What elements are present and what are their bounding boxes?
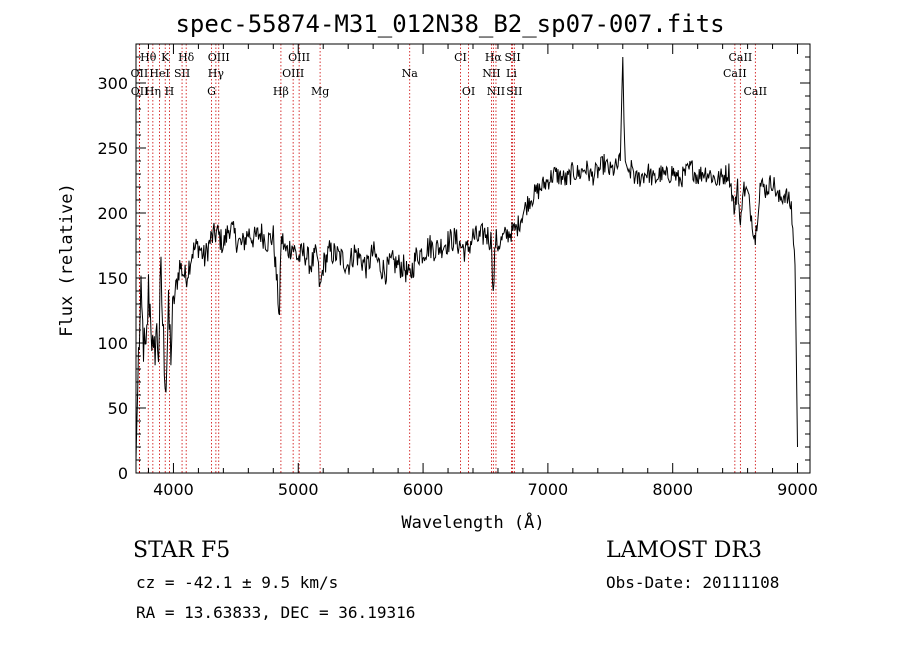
line-label-12: Hγ xyxy=(208,67,225,80)
axis-ticks: 4000 5000 6000 7000 8000 9000 0 50 100 150 200 250 3… xyxy=(97,44,818,499)
y-tick-label-200: 200 xyxy=(97,204,128,223)
line-label-11: SII xyxy=(174,67,190,80)
line-label-9: OII xyxy=(131,67,149,80)
y-tick-label-100: 100 xyxy=(97,334,128,353)
x-tick-label-8000: 8000 xyxy=(652,480,693,499)
x-tick-label-5000: 5000 xyxy=(278,480,319,499)
line-label-6: Hα xyxy=(485,51,503,64)
plot-frame xyxy=(135,43,811,474)
line-label-5: CI xyxy=(454,51,467,64)
line-label-13: OIII xyxy=(282,67,304,80)
x-tick-label-7000: 7000 xyxy=(528,480,569,499)
spectrum-line xyxy=(135,56,798,461)
line-label-22: Hβ xyxy=(273,85,289,98)
line-label-23: Mg xyxy=(311,85,329,98)
line-label-21: G xyxy=(207,85,216,98)
x-axis-label: Wavelength (Å) xyxy=(401,511,544,533)
line-label-7: SII xyxy=(504,51,520,64)
coordinates: RA = 13.63833, DEC = 36.19316 xyxy=(136,603,416,622)
line-label-3: OIII xyxy=(208,51,230,64)
line-label-24: OI xyxy=(462,85,475,98)
line-label-26: SII xyxy=(506,85,522,98)
x-tick-label-6000: 6000 xyxy=(403,480,444,499)
chart-title: spec-55874-M31_012N38_B2_sp07-007.fits xyxy=(175,10,725,38)
line-label-20: H xyxy=(165,85,175,98)
object-class: STAR F5 xyxy=(133,538,231,563)
line-label-2: Hδ xyxy=(178,51,195,64)
line-label-1: K xyxy=(161,51,170,64)
line-label-19: Hη xyxy=(145,85,161,98)
y-axis-label: Flux (relative) xyxy=(57,183,77,337)
line-label-18: OII xyxy=(131,85,149,98)
survey-name: LAMOST DR3 xyxy=(606,538,762,563)
x-tick-label-4000: 4000 xyxy=(153,480,194,499)
line-label-4: OIII xyxy=(288,51,310,64)
line-label-27: CaII xyxy=(743,85,767,98)
line-label-10: HeI xyxy=(149,67,169,80)
line-label-17: CaII xyxy=(723,67,747,80)
line-label-16: Li xyxy=(506,67,517,80)
emission-line-markers xyxy=(138,44,756,473)
line-label-0: Hθ xyxy=(140,51,157,64)
observation-date: Obs-Date: 20111108 xyxy=(606,573,780,592)
redshift-info: cz = -42.1 ± 9.5 km/s xyxy=(136,573,339,592)
y-tick-label-150: 150 xyxy=(97,269,128,288)
x-tick-label-9000: 9000 xyxy=(777,480,818,499)
line-label-15: NII xyxy=(482,67,500,80)
y-tick-label-50: 50 xyxy=(108,399,128,418)
y-tick-label-250: 250 xyxy=(97,139,128,158)
line-label-14: Na xyxy=(402,67,419,80)
line-label-25: NII xyxy=(487,85,505,98)
line-label-8: CaII xyxy=(729,51,753,64)
y-tick-label-0: 0 xyxy=(118,464,128,483)
y-tick-label-300: 300 xyxy=(97,74,128,93)
